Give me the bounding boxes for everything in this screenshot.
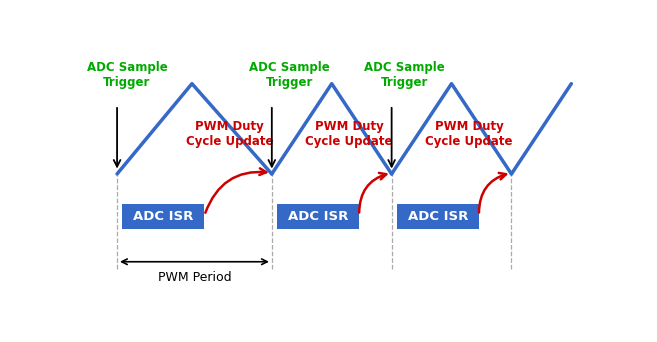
Text: PWM Duty
Cycle Update: PWM Duty Cycle Update (186, 120, 273, 148)
Text: ADC Sample
Trigger: ADC Sample Trigger (249, 61, 330, 89)
Text: ADC Sample
Trigger: ADC Sample Trigger (364, 61, 445, 89)
Text: PWM Duty
Cycle Update: PWM Duty Cycle Update (425, 120, 512, 148)
Text: ADC Sample
Trigger: ADC Sample Trigger (87, 61, 168, 89)
FancyBboxPatch shape (122, 204, 204, 229)
FancyBboxPatch shape (397, 204, 479, 229)
Text: ADC ISR: ADC ISR (133, 210, 193, 223)
Text: PWM Period: PWM Period (158, 271, 231, 284)
Text: ADC ISR: ADC ISR (407, 210, 468, 223)
Text: ADC ISR: ADC ISR (288, 210, 348, 223)
FancyBboxPatch shape (277, 204, 359, 229)
Text: PWM Duty
Cycle Update: PWM Duty Cycle Update (306, 120, 393, 148)
